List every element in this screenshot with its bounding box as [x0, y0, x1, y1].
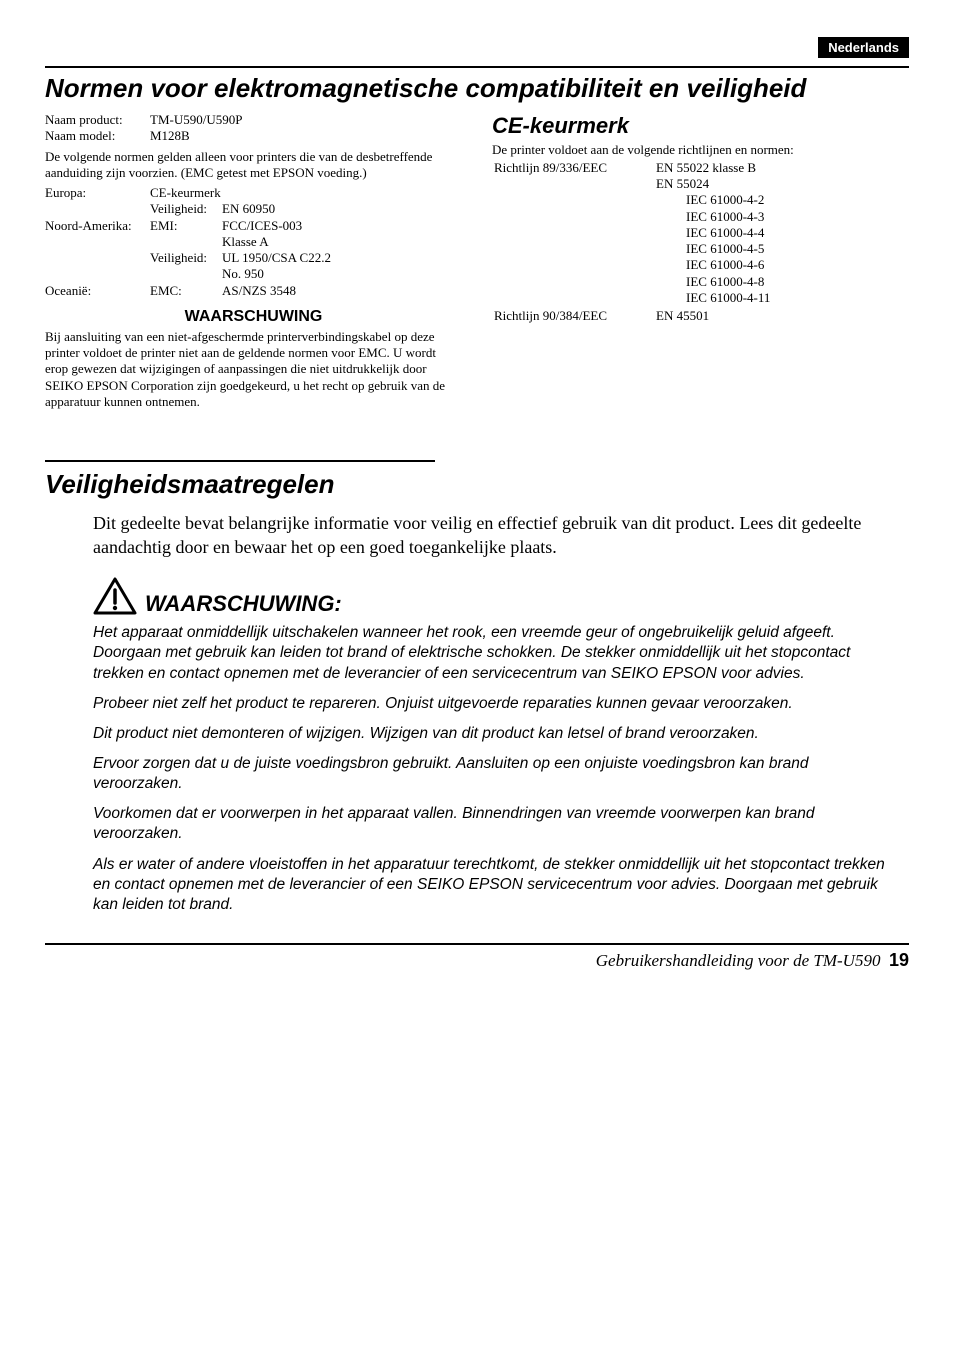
footer-text: Gebruikershandleiding voor de TM-U590 [596, 951, 881, 970]
std-6: IEC 61000-4-6 [656, 257, 907, 273]
std-2: IEC 61000-4-2 [656, 192, 907, 208]
europe-values: CE-keurmerk Veiligheid: EN 60950 [150, 185, 462, 218]
na-values: EMI: FCC/ICES-003 Klasse A Veiligheid: U… [150, 218, 462, 283]
two-column-layout: Naam product: TM-U590/U590P Naam model: … [45, 112, 909, 410]
model-name-value: M128B [150, 128, 462, 144]
na-safety-row: Veiligheid: UL 1950/CSA C22.2 No. 950 [150, 250, 462, 283]
model-name-row: Naam model: M128B [45, 128, 462, 144]
std-1: EN 55024 [656, 176, 907, 192]
warning-block: WAARSCHUWING: Het apparaat onmiddellijk … [45, 577, 909, 915]
na-row: Noord-Amerika: EMI: FCC/ICES-003 Klasse … [45, 218, 462, 283]
europe-label: Europa: [45, 185, 150, 218]
directive-1-row: Richtlijn 89/336/EEC EN 55022 klasse B E… [494, 160, 907, 306]
europe-safety-row: Veiligheid: EN 60950 [150, 201, 462, 217]
oceania-row: Oceanië: EMC: AS/NZS 3548 [45, 283, 462, 299]
warning-para-3: Ervoor zorgen dat u de juiste voedingsbr… [93, 754, 899, 794]
warning-triangle-icon [93, 577, 137, 617]
europe-safety-value: EN 60950 [222, 201, 462, 217]
safety-title: Veiligheidsmaatregelen [45, 468, 909, 501]
oceania-label: Oceanië: [45, 283, 150, 299]
intro-text: De volgende normen gelden alleen voor pr… [45, 149, 462, 182]
warning-para-5: Als er water of andere vloeistoffen in h… [93, 855, 899, 915]
std-8: IEC 61000-4-11 [656, 290, 907, 306]
page-number: 19 [889, 950, 909, 970]
safety-intro: Dit gedeelte bevat belangrijke informati… [45, 511, 909, 560]
product-name-value: TM-U590/U590P [150, 112, 462, 128]
oceania-emc-row: EMC: AS/NZS 3548 [150, 283, 462, 299]
na-safety-values: UL 1950/CSA C22.2 No. 950 [222, 250, 462, 283]
std-7: IEC 61000-4-8 [656, 274, 907, 290]
warning-block-title: WAARSCHUWING: [145, 590, 342, 618]
std-5: IEC 61000-4-5 [656, 241, 907, 257]
language-badge-text: Nederlands [818, 37, 909, 58]
std-4: IEC 61000-4-4 [656, 225, 907, 241]
directive-1-standards: EN 55022 klasse B EN 55024 IEC 61000-4-2… [656, 160, 907, 306]
directive-1-label: Richtlijn 89/336/EEC [494, 160, 654, 306]
directive-2-standard: EN 45501 [656, 308, 907, 324]
na-safety-val2: No. 950 [222, 266, 462, 282]
na-emi-values: FCC/ICES-003 Klasse A [222, 218, 462, 251]
model-name-label: Naam model: [45, 128, 150, 144]
warning-para-2: Dit product niet demonteren of wijzigen.… [93, 724, 899, 744]
na-safety-label: Veiligheid: [150, 250, 222, 283]
ce-title: CE-keurmerk [492, 112, 909, 140]
footer: Gebruikershandleiding voor de TM-U590 19 [45, 949, 909, 972]
directive-2-label: Richtlijn 90/384/EEC [494, 308, 654, 324]
europe-row: Europa: CE-keurmerk Veiligheid: EN 60950 [45, 185, 462, 218]
warning-body: Bij aansluiting van een niet-afgeschermd… [45, 329, 462, 410]
right-column: CE-keurmerk De printer voldoet aan de vo… [492, 112, 909, 410]
na-emi-val1: FCC/ICES-003 [222, 218, 462, 234]
footer-rule [45, 943, 909, 945]
warning-para-1: Probeer niet zelf het product te reparer… [93, 694, 899, 714]
na-emi-row: EMI: FCC/ICES-003 Klasse A [150, 218, 462, 251]
warning-para-0: Het apparaat onmiddellijk uitschakelen w… [93, 623, 899, 683]
language-badge: Nederlands [45, 40, 909, 56]
product-name-label: Naam product: [45, 112, 150, 128]
safety-section-rule [45, 460, 435, 462]
na-emi-val2: Klasse A [222, 234, 462, 250]
warning-heading: WAARSCHUWING [45, 307, 462, 327]
na-safety-val1: UL 1950/CSA C22.2 [222, 250, 462, 266]
oceania-emc-label: EMC: [150, 283, 222, 299]
std-3: IEC 61000-4-3 [656, 209, 907, 225]
warning-para-4: Voorkomen dat er voorwerpen in het appar… [93, 804, 899, 844]
na-emi-label: EMI: [150, 218, 222, 251]
left-column: Naam product: TM-U590/U590P Naam model: … [45, 112, 462, 410]
directives-table: Richtlijn 89/336/EEC EN 55022 klasse B E… [492, 158, 909, 327]
ce-intro: De printer voldoet aan de volgende richt… [492, 142, 909, 158]
europe-ce: CE-keurmerk [150, 185, 462, 201]
europe-safety-label: Veiligheid: [150, 201, 222, 217]
oceania-emc-value: AS/NZS 3548 [222, 283, 462, 299]
std-0: EN 55022 klasse B [656, 160, 907, 176]
na-label: Noord-Amerika: [45, 218, 150, 283]
title-rule [45, 66, 909, 68]
directive-2-row: Richtlijn 90/384/EEC EN 45501 [494, 308, 907, 324]
oceania-values: EMC: AS/NZS 3548 [150, 283, 462, 299]
warning-header: WAARSCHUWING: [93, 577, 899, 617]
main-title: Normen voor elektromagnetische compatibi… [45, 74, 909, 104]
product-name-row: Naam product: TM-U590/U590P [45, 112, 462, 128]
